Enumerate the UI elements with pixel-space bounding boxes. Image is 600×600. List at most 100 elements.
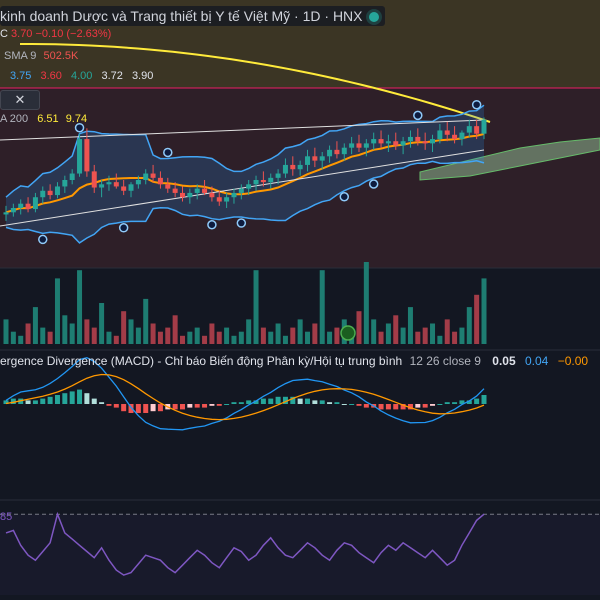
volume-bar (282, 335, 288, 344)
candle-body (18, 203, 24, 208)
macd-histogram-bar (157, 404, 163, 412)
volume-bar (143, 298, 149, 344)
macd-histogram-bar (106, 404, 112, 406)
volume-bar (10, 331, 16, 344)
trend-line-upper (0, 119, 485, 141)
macd-histogram-bar (216, 404, 222, 406)
close-x-icon: ✕ (14, 92, 26, 107)
macd-histogram-bar (113, 404, 119, 408)
candle-body (187, 192, 193, 198)
macd-histogram-bar (69, 391, 75, 404)
macd-histogram-bar (121, 404, 127, 412)
price-change: −0.10 (−2.63%) (35, 28, 112, 40)
close-value: 3.70 (11, 28, 33, 40)
candle-body (143, 173, 149, 180)
volume-bar (202, 335, 208, 344)
volume-bar (407, 307, 413, 344)
fractal-marker (413, 110, 423, 121)
candle-body (341, 147, 347, 155)
sma-value: 502.5K (43, 50, 79, 62)
volume-bar (25, 323, 31, 344)
volume-bar (459, 327, 465, 344)
macd-histogram-bar (437, 404, 443, 405)
volume-bar (128, 319, 134, 344)
volume-bar (224, 327, 230, 344)
candle-body (172, 188, 178, 193)
candle-body (106, 182, 112, 185)
volume-bar (113, 335, 119, 344)
macd-histogram-bar (312, 400, 318, 404)
candle-body (422, 141, 428, 144)
volume-bar (32, 307, 38, 344)
ohlc-4: 3.90 (131, 70, 154, 82)
ichimoku-cloud (419, 137, 600, 181)
macd-histogram-bar (253, 400, 259, 404)
volume-bar (69, 323, 75, 344)
candle-body (69, 173, 75, 180)
volume-bar (371, 319, 377, 344)
macd-params: 12 26 close 9 (409, 354, 481, 368)
fractal-marker (339, 191, 350, 202)
candle-body (3, 212, 9, 215)
volume-bar (91, 327, 97, 344)
trend-line-lower (0, 149, 485, 227)
ohlc-0: 3.75 (10, 70, 32, 82)
volume-bar (430, 323, 436, 344)
macd-histogram-bar (305, 398, 311, 404)
macd-histogram-bar (422, 404, 428, 408)
market-status-dot-icon (368, 12, 379, 22)
macd-legend: ergence Divergence (MACD) - Chỉ báo Biến… (0, 354, 588, 368)
candle-body (452, 134, 458, 140)
price-line: C 3.70 −0.10 (−2.63%) (0, 28, 111, 40)
candle-body (54, 186, 60, 196)
symbol-title-text: kinh doanh Dược và Trang thiết bị Y tế V… (0, 8, 363, 24)
volume-bar (62, 315, 68, 344)
macd-histogram-bar (99, 402, 105, 404)
fractal-marker (207, 219, 217, 230)
candle-body (356, 143, 362, 148)
volume-bar (18, 335, 24, 344)
volume-bar (3, 319, 9, 344)
macd-histogram-bar (202, 404, 208, 408)
macd-line-value: 0.04 (525, 354, 549, 368)
candle-body (297, 164, 303, 170)
rsi-line (5, 511, 485, 576)
candle-body (268, 177, 274, 183)
rsi-upper-level: 85 (0, 511, 13, 523)
macd-histogram-bar (25, 400, 31, 404)
macd-histogram-bar (62, 393, 68, 404)
close-legend-button[interactable]: ✕ (0, 90, 40, 110)
volume-bar (157, 331, 163, 344)
macd-histogram-bar (187, 404, 193, 408)
volume-bar (385, 323, 391, 344)
sma-legend: SMA 9 502.5K (4, 50, 78, 62)
volume-bar (400, 327, 406, 344)
candle-body (363, 143, 369, 148)
candle-body (128, 184, 134, 191)
volume-bar (268, 331, 274, 344)
ma-label: A 200 (0, 113, 29, 125)
macd-histogram-bar (91, 398, 97, 404)
candle-body (62, 180, 68, 187)
candle-body (113, 182, 119, 187)
macd-histogram-bar (224, 404, 230, 405)
bollinger-upper-line (5, 104, 485, 198)
sma-label: SMA 9 (4, 50, 37, 62)
macd-histogram-bar (135, 404, 141, 413)
macd-histogram-bar (3, 400, 9, 404)
candle-body (459, 132, 465, 140)
volume-bar (297, 319, 303, 344)
candle-body (319, 156, 325, 161)
volume-bar (393, 315, 399, 344)
bollinger-lower-line (5, 160, 485, 244)
macd-histogram-bar (334, 402, 340, 404)
macd-histogram-bar (327, 402, 333, 404)
volume-bar (47, 331, 53, 344)
macd-histogram-bar (385, 404, 391, 410)
ohlc-legend: 3.75 3.60 4.00 3.72 3.90 (10, 70, 159, 82)
macd-histogram-bar (128, 404, 134, 413)
volume-bar (275, 323, 281, 344)
macd-histogram-bar (407, 404, 413, 410)
fractal-marker (118, 223, 129, 233)
macd-histogram-bar (378, 404, 384, 410)
